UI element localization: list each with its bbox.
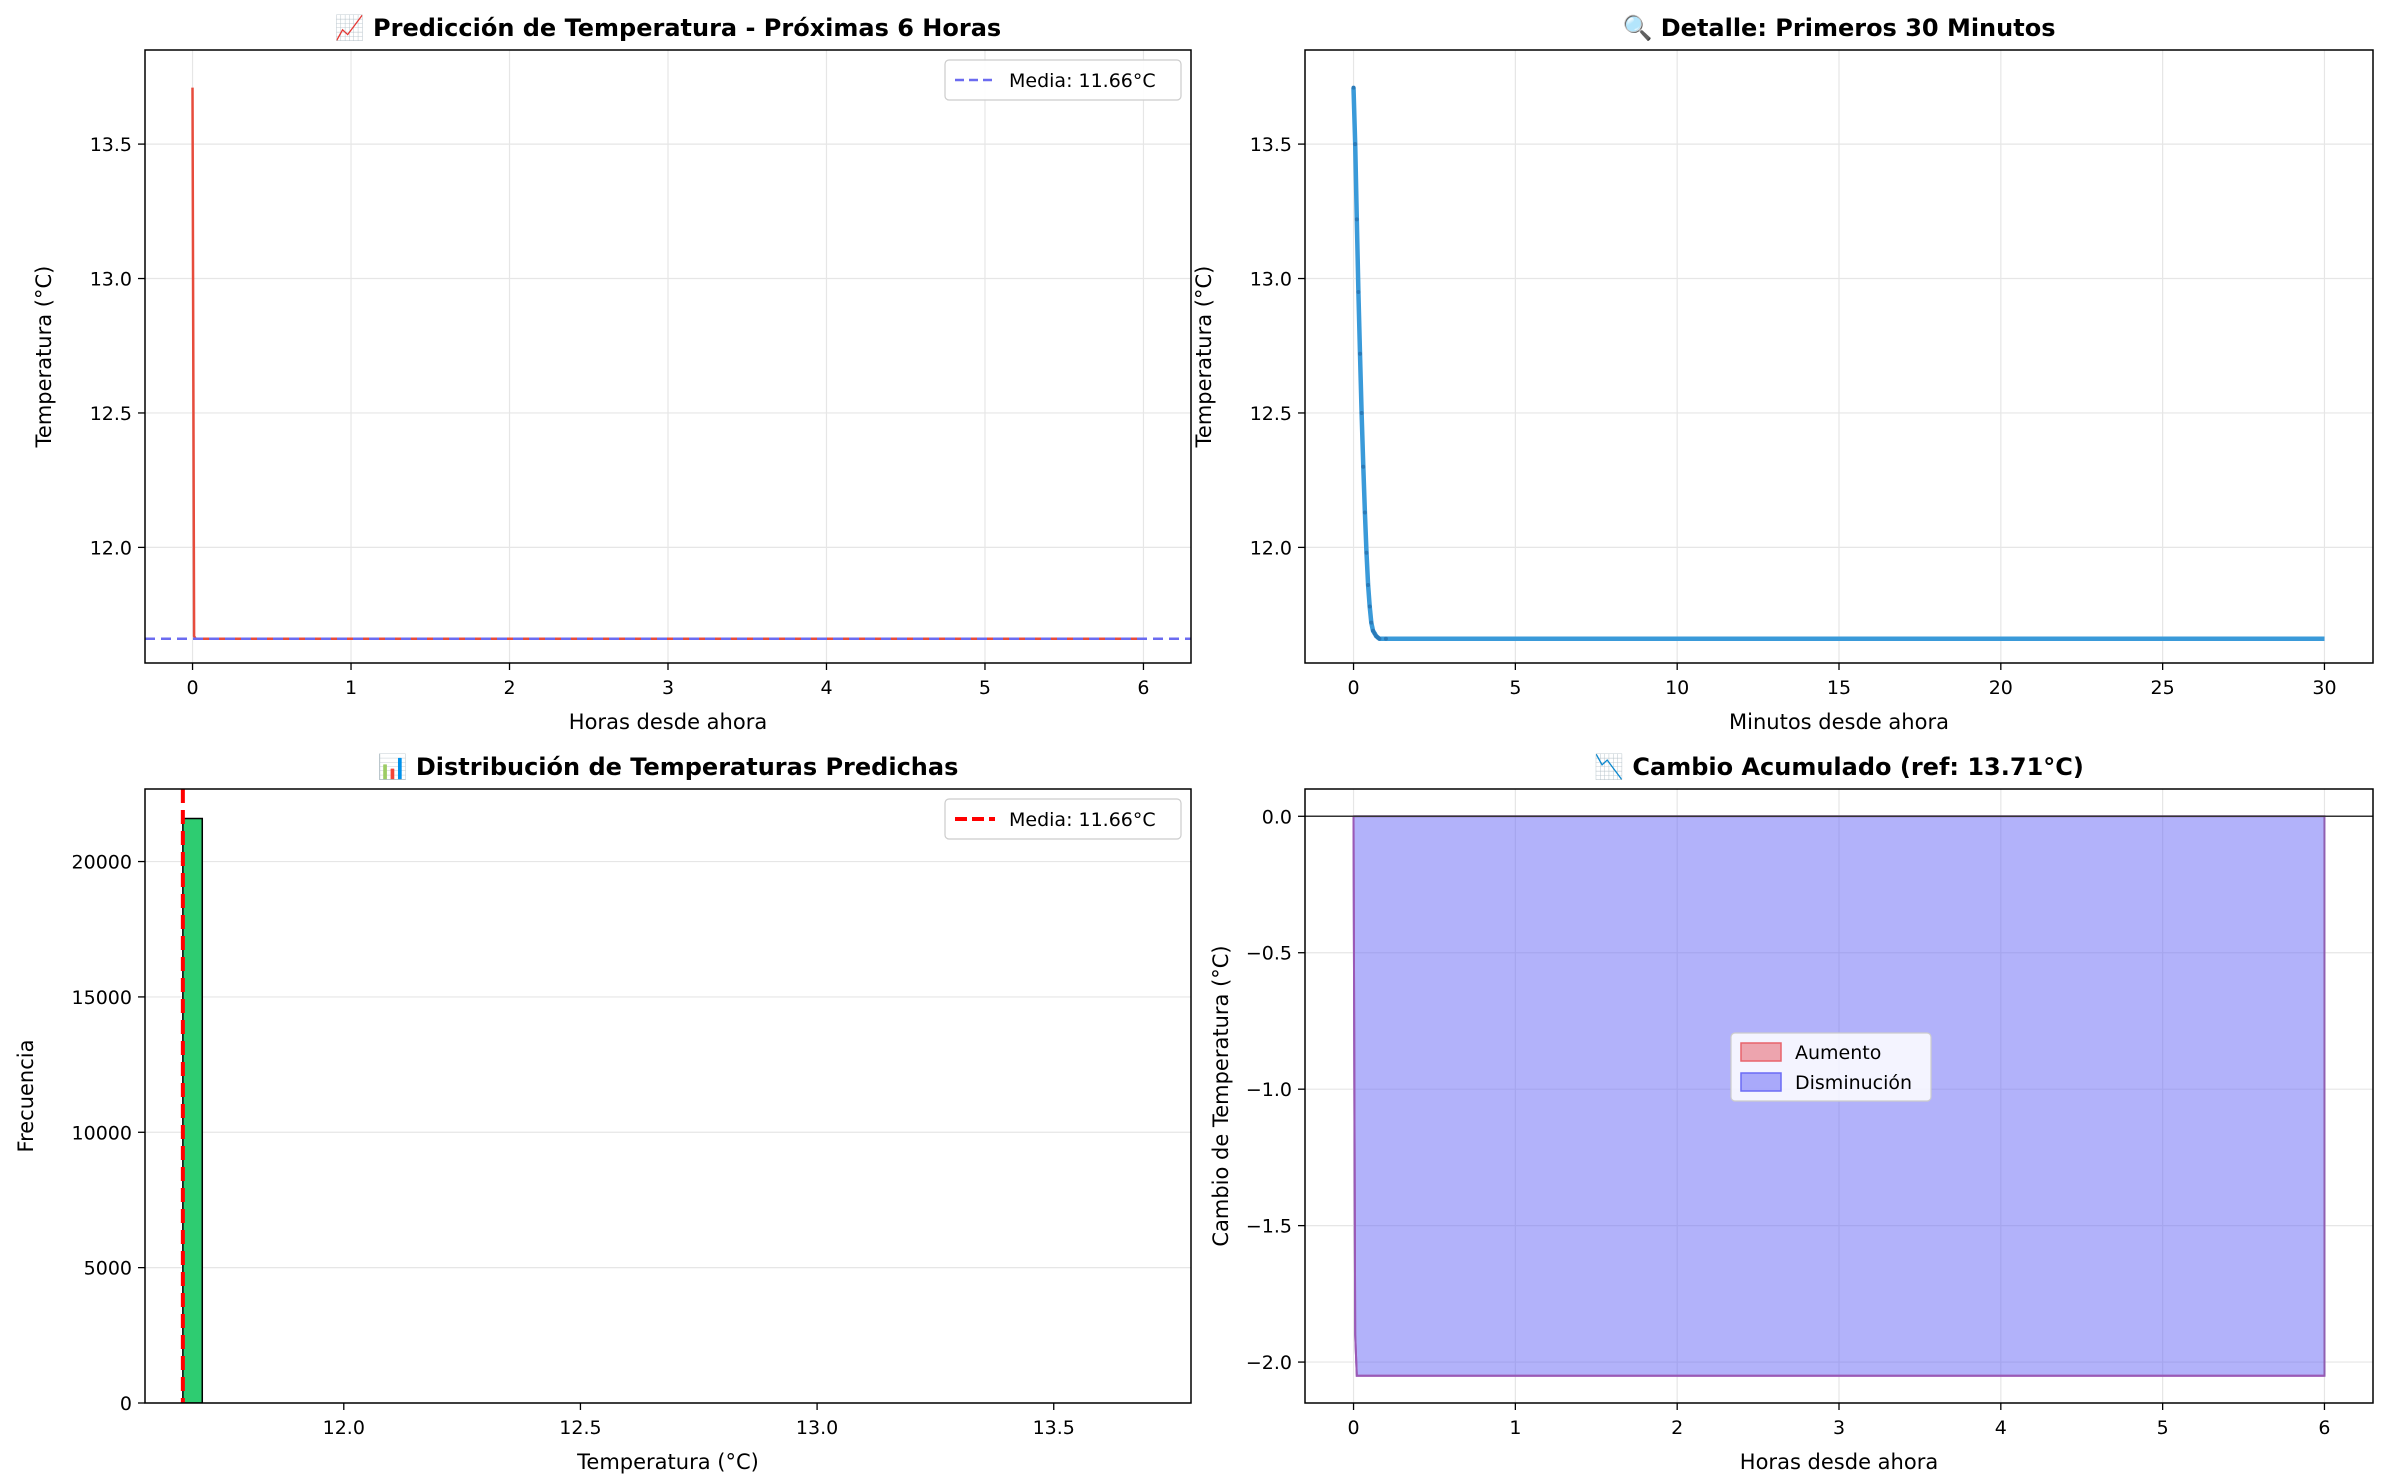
series-line — [1352, 816, 2325, 1377]
y-tick-label: 12.0 — [1250, 537, 1292, 559]
y-tick-label: 0.0 — [1262, 806, 1292, 828]
x-tick-label: 4 — [820, 677, 832, 699]
data-point — [1367, 604, 1372, 609]
x-tick-label: 3 — [1833, 1417, 1845, 1439]
data-point — [1354, 217, 1359, 222]
legend-box — [944, 59, 1182, 101]
histogram-bar — [182, 817, 204, 1403]
x-tick-label: 12.5 — [559, 1417, 601, 1439]
series-line — [1351, 87, 2325, 642]
y-axis-label: Frecuencia — [14, 1040, 38, 1153]
subplot-title: 📉 Cambio Acumulado (ref: 13.71°C) — [1594, 753, 2084, 781]
plot-area — [180, 789, 204, 1403]
y-tick-label: 15000 — [72, 987, 132, 1009]
subplot-p2: 0 5 10 15 20 25 30 12.0 12.5 13.0 13.5 🔍 Detalle: P… — [1192, 12, 2374, 734]
x-tick-label: 15 — [1827, 677, 1851, 699]
y-tick-label: 12.5 — [1250, 403, 1292, 425]
y-tick-label: −0.5 — [1246, 943, 1292, 965]
y-tick-label: 13.0 — [90, 269, 132, 291]
subplot-p3: 12.0 12.5 13.0 13.5 0 5000 10000 15000 20000 📊 Di… — [14, 753, 1192, 1474]
data-point — [1356, 289, 1361, 294]
data-point — [1359, 410, 1364, 415]
data-point — [1351, 85, 1356, 90]
y-tick-label: 5000 — [84, 1258, 132, 1280]
x-tick-label: 5 — [1509, 677, 1521, 699]
legend-swatch — [1740, 1042, 1782, 1062]
data-point — [1366, 583, 1371, 588]
y-axis-label: Temperatura (°C) — [32, 266, 56, 449]
legend-box — [944, 798, 1182, 840]
x-tick-label: 2 — [503, 677, 515, 699]
data-point — [1353, 142, 1358, 147]
subplot-title: 📈 Predicción de Temperatura - Próximas 6… — [335, 14, 1001, 42]
y-tick-label: 13.0 — [1250, 269, 1292, 291]
axes-frame — [144, 788, 1192, 1404]
data-point — [1377, 636, 1382, 641]
legend-label: Media: 11.66°C — [1009, 809, 1156, 831]
x-tick-label: 12.0 — [323, 1417, 365, 1439]
x-tick-label: 0 — [1347, 1417, 1359, 1439]
y-tick-label: −1.0 — [1246, 1079, 1292, 1101]
x-axis-label: Horas desde ahora — [1740, 1450, 1938, 1474]
x-tick-label: 5 — [979, 677, 991, 699]
data-point — [1369, 620, 1374, 625]
x-tick-label: 1 — [345, 677, 357, 699]
grid — [1305, 50, 2373, 663]
y-tick-label: 13.5 — [90, 134, 132, 156]
y-tick-label: 12.0 — [90, 537, 132, 559]
y-tick-label: 10000 — [72, 1122, 132, 1144]
y-axis-label: Temperatura (°C) — [1192, 266, 1216, 449]
x-axis-label: Horas desde ahora — [569, 710, 767, 734]
data-point — [1358, 351, 1363, 356]
x-tick-label: 10 — [1665, 677, 1689, 699]
x-tick-label: 3 — [662, 677, 674, 699]
x-tick-label: 2 — [1671, 1417, 1683, 1439]
grid — [145, 860, 1191, 1404]
y-tick-label: 0 — [120, 1393, 132, 1415]
y-tick-label: 12.5 — [90, 403, 132, 425]
legend-label: Media: 11.66°C — [1009, 70, 1156, 92]
y-tick-label: −1.5 — [1246, 1216, 1292, 1238]
legend-swatch — [1740, 1072, 1782, 1092]
grid — [145, 50, 1191, 663]
x-tick-label: 0 — [1347, 677, 1359, 699]
legend-label: Disminución — [1795, 1072, 1912, 1094]
data-point — [1364, 550, 1369, 555]
plot-area — [1351, 85, 2325, 642]
subplot-title: 🔍 Detalle: Primeros 30 Minutos — [1623, 12, 2056, 42]
legend-label: Aumento — [1795, 1042, 1881, 1064]
x-tick-label: 6 — [2318, 1417, 2330, 1439]
y-tick-label: −2.0 — [1246, 1352, 1292, 1374]
x-tick-label: 13.5 — [1033, 1417, 1075, 1439]
legend: Media: 11.66°C — [944, 798, 1182, 840]
x-tick-label: 20 — [1989, 677, 2013, 699]
data-point — [1383, 636, 1388, 641]
subplot-p4: 0 1 2 3 4 5 6 0.0 −0.5 −1.0 −1.5 −2.0 📉 Cambio Acumu… — [1209, 753, 2374, 1474]
y-axis-label: Cambio de Temperatura (°C) — [1209, 945, 1233, 1246]
subplot-p1: 0 1 2 3 4 5 6 12.0 12.5 13.0 13.5 📈 Predicción de T… — [32, 14, 1192, 734]
x-tick-label: 6 — [1137, 677, 1149, 699]
x-tick-label: 30 — [2312, 677, 2336, 699]
data-point — [1361, 464, 1366, 469]
data-point — [1362, 510, 1367, 515]
x-axis-label: Minutos desde ahora — [1729, 710, 1949, 734]
y-tick-label: 13.5 — [1250, 134, 1292, 156]
y-tick-label: 20000 — [72, 852, 132, 874]
x-tick-label: 13.0 — [796, 1417, 838, 1439]
series-line — [191, 87, 1144, 641]
subplot-title: 📊 Distribución de Temperaturas Predichas — [378, 753, 959, 781]
x-tick-label: 5 — [2157, 1417, 2169, 1439]
x-axis-label: Temperatura (°C) — [576, 1450, 759, 1474]
x-tick-label: 0 — [186, 677, 198, 699]
x-tick-label: 25 — [2151, 677, 2175, 699]
plot-area — [145, 87, 1191, 641]
x-tick-label: 4 — [1995, 1417, 2007, 1439]
legend: Media: 11.66°C — [944, 59, 1182, 101]
legend: Aumento Disminución — [1730, 1032, 1932, 1102]
x-tick-label: 1 — [1509, 1417, 1521, 1439]
